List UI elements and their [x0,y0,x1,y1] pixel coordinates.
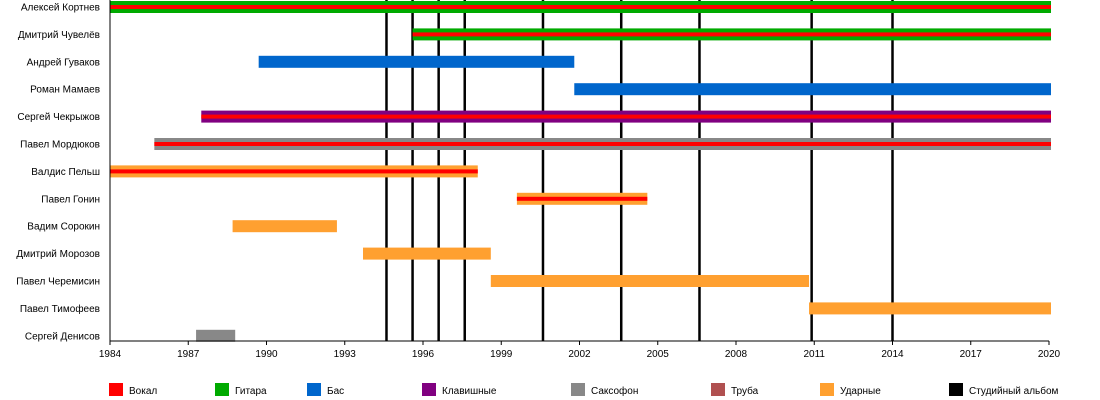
member-names: Алексей Кортнев Дмитрий Чувелёв Андрей Гув… [16,3,100,343]
legend-label-keys: Клавишные [442,386,497,397]
x-tick-label-5: 1999 [490,349,513,360]
member-name-4: Сергей Чекрыжов [17,112,100,123]
x-tick-label-10: 2014 [881,349,904,360]
legend-label-trumpet: Труба [731,385,759,397]
legend-swatch-trumpet [711,383,725,396]
member-name-1: Дмитрий Чувелёв [18,30,100,41]
legend-swatch-vocal [109,383,123,396]
member-bar-8 [232,220,337,233]
legend-label-sax: Саксофон [591,385,638,397]
x-tick-label-11: 2017 [960,349,983,360]
member-bar-10 [490,275,810,287]
member-name-11: Павел Тимофеев [20,303,100,315]
legend-label-drums: Ударные [840,386,881,397]
member-name-3: Роман Мамаев [30,85,100,96]
member-name-0: Алексей Кортнев [21,3,100,14]
x-tick-label-3: 1993 [334,349,357,360]
x-tick-label-12: 2020 [1038,349,1061,360]
legend-label-vocal: Вокал [129,386,157,397]
member-name-12: Сергей Денисов [25,331,100,342]
member-name-8: Вадим Сорокин [27,222,100,233]
member-bar-vocal-stripe-6 [110,169,478,174]
x-tick-label-9: 2011 [803,349,825,360]
legend-swatch-bass [307,383,321,396]
x-axis: 1984 1987 1990 1993 1996 1999 2002 2005 2008 2011… [99,0,1061,360]
legend-swatch-album [949,383,963,396]
member-name-2: Андрей Гуваков [27,57,100,68]
legend-label-bass: Бас [327,386,344,397]
legend-swatch-guitar [215,383,229,396]
legend-swatch-keys [422,383,436,396]
member-name-5: Павел Мордюков [20,140,100,151]
x-tick-label-6: 2002 [568,349,591,360]
member-bar-vocal-stripe-1 [412,32,1052,37]
x-tick-label-2: 1990 [255,349,278,360]
x-tick-label-7: 2005 [647,349,670,360]
legend-swatch-sax [571,383,585,396]
member-bar-vocal-stripe-4 [201,114,1051,119]
member-bar-3 [574,83,1051,96]
x-tick-label-4: 1996 [412,349,435,360]
member-name-7: Павел Гонин [41,194,100,205]
member-bar-11 [809,302,1051,315]
legend-label-album: Студийный альбом [969,385,1059,397]
member-bar-9 [363,247,491,260]
member-name-10: Павел Черемисин [16,277,100,288]
member-bar-vocal-stripe-0 [110,5,1051,9]
member-name-6: Валдис Пельш [31,167,100,178]
member-bar-2 [258,55,575,68]
legend-label-guitar: Гитара [235,386,267,397]
member-bar-12 [196,329,236,342]
legend-swatch-drums [820,383,834,396]
member-bar-vocal-stripe-7 [516,196,648,201]
x-tick-label-1: 1987 [177,349,200,360]
member-bar-vocal-stripe-5 [154,142,1051,146]
x-tick-label-8: 2008 [725,349,748,360]
member-name-9: Дмитрий Морозов [16,249,100,260]
x-tick-label-0: 1984 [99,349,122,360]
legend: Вокал Гитара Бас Клавишные Саксофон Труба Удар… [109,383,1059,397]
member-bars [110,1,1052,342]
